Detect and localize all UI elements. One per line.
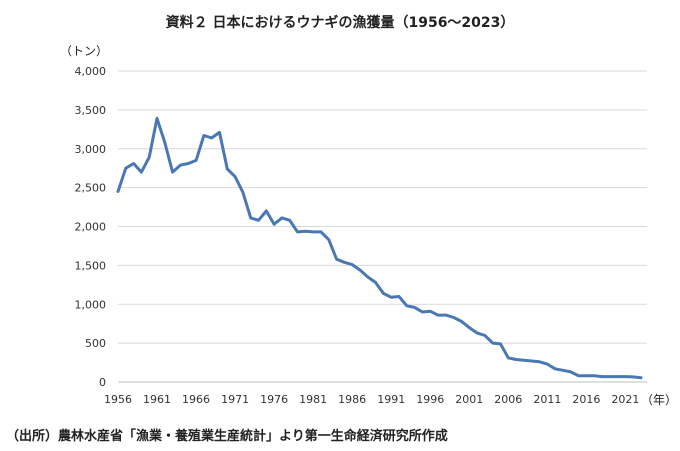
x-tick-label: 2016 (572, 393, 600, 406)
y-tick-labels: 0 500 1,000 1,500 2,000 2,500 3,000 3,500 4,000 (75, 65, 107, 389)
x-tick-labels: 1956 1961 1966 1971 1976 1981 1986 1991 1996 2001… (104, 393, 639, 406)
y-tick-label: 2,500 (75, 182, 107, 195)
grid-lines (118, 70, 647, 383)
x-tick-label: 1996 (416, 393, 444, 406)
y-tick-label: 2,000 (75, 221, 107, 234)
y-tick-label: 0 (99, 376, 106, 389)
x-tick-label: 2021 (611, 393, 639, 406)
y-tick-label: 3,500 (75, 104, 107, 117)
y-tick-label: 3,000 (75, 143, 107, 156)
source-note: （出所）農林水産省「漁業・養殖業生産統計」より第一生命経済研究所作成 (6, 429, 448, 444)
series-line (116, 116, 643, 380)
y-tick-label: 1,500 (75, 259, 107, 272)
chart-title: 資料２ 日本におけるウナギの漁獲量（1956～2023） (165, 15, 515, 31)
x-axis-unit-label: （年） (641, 393, 678, 407)
x-tick-label: 1961 (143, 393, 171, 406)
x-tick-label: 1966 (182, 393, 210, 406)
x-tick-label: 1981 (299, 393, 327, 406)
x-tick-label: 2011 (533, 393, 561, 406)
y-tick-label: 1,000 (75, 298, 107, 311)
x-tick-label: 2001 (455, 393, 483, 406)
x-tick-label: 1991 (377, 393, 405, 406)
x-tick-label: 1956 (104, 393, 132, 406)
series-layer (116, 116, 643, 380)
y-axis-unit-label: （トン） (60, 44, 109, 58)
y-tick-label: 4,000 (75, 65, 107, 78)
x-tick-label: 1971 (221, 393, 249, 406)
y-tick-label: 500 (85, 337, 106, 350)
x-tick-label: 1976 (260, 393, 288, 406)
x-tick-label: 1986 (338, 393, 366, 406)
line-chart: 05001,0001,5002,0002,5003,0003,5004,000 … (75, 65, 647, 406)
x-tick-label: 2006 (494, 393, 522, 406)
